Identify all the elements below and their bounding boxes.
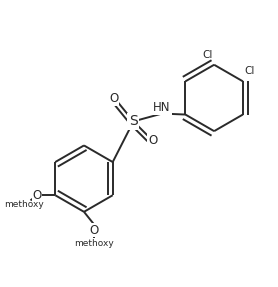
Text: S: S (129, 115, 138, 128)
Text: methoxy: methoxy (75, 238, 114, 248)
Text: methoxy: methoxy (4, 200, 44, 209)
Text: HN: HN (153, 101, 171, 114)
Text: O: O (33, 189, 42, 202)
Text: Cl: Cl (244, 66, 255, 76)
Text: Cl: Cl (202, 50, 213, 59)
Text: O: O (90, 224, 99, 236)
Text: O: O (148, 134, 158, 147)
Text: O: O (109, 92, 118, 105)
